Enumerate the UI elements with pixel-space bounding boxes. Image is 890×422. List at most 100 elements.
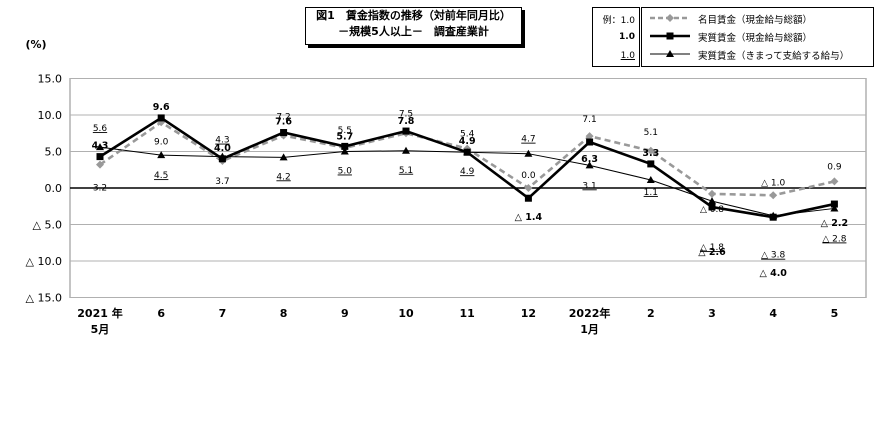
x-tick-label: 5月: [91, 323, 110, 336]
data-label-nominal-wage: 5.1: [644, 128, 658, 138]
data-label-nominal-wage: 5.4: [460, 130, 475, 140]
y-tick-label: 10.0: [38, 109, 63, 122]
data-point-real-wage-total: [830, 200, 838, 208]
data-label-real-wage-regular: 5.1: [399, 166, 413, 176]
data-point-real-wage-total: [708, 203, 716, 211]
data-label-real-wage-total: △ 2.6: [698, 247, 726, 258]
data-point-nominal-wage: [96, 160, 104, 169]
x-tick-label: 6: [157, 307, 165, 320]
y-tick-label: 5.0: [45, 146, 63, 159]
y-tick-label: △ 10.0: [26, 255, 62, 268]
data-label-real-wage-regular: 5.0: [338, 167, 353, 177]
data-label-real-wage-total: 7.8: [398, 116, 415, 127]
data-point-real-wage-regular: [157, 151, 166, 159]
example-underline-label: 1.0: [620, 51, 635, 61]
data-label-real-wage-total: 4.3: [92, 141, 109, 152]
data-label-nominal-wage: 7.2: [276, 112, 290, 122]
data-point-real-wage-total: [280, 129, 288, 137]
data-label-real-wage-regular: 3.1: [582, 181, 596, 191]
legend-label-nominal-wage: 名目賃金（現金給与総額）: [698, 15, 813, 26]
data-point-real-wage-regular: [830, 204, 839, 212]
data-label-nominal-wage: 3.2: [93, 184, 107, 194]
data-point-real-wage-regular: [96, 143, 104, 151]
data-point-real-wage-regular: [279, 153, 288, 161]
legend-label-real-wage-regular: 実質賃金（きまって支給する給与）: [698, 51, 850, 62]
data-point-nominal-wage: [646, 146, 655, 155]
chart-title-line2: －規模5人以上－ 調査産業計: [338, 25, 489, 38]
data-label-nominal-wage: 5.5: [338, 126, 352, 136]
data-point-real-wage-total: [647, 160, 655, 168]
data-label-nominal-wage: △ 1.0: [761, 178, 785, 188]
data-point-real-wage-total: [524, 194, 532, 202]
x-tick-label: 5: [831, 307, 839, 320]
chart-title-line1: 図1 賃金指数の推移（対前年同月比）: [316, 9, 511, 22]
data-point-real-wage-regular: [769, 211, 778, 219]
example-plain-label: 例：1.0: [602, 16, 635, 26]
data-label-nominal-wage: 3.7: [215, 177, 229, 187]
x-tick-label: 10: [398, 307, 414, 320]
data-label-nominal-wage: 7.1: [582, 115, 596, 125]
data-label-real-wage-total: 9.6: [153, 102, 170, 113]
data-label-real-wage-regular: 4.7: [521, 135, 535, 145]
legend-item-real-wage-total: 実質賃金（現金給与総額）: [648, 29, 870, 45]
data-label-nominal-wage: 0.9: [827, 162, 842, 172]
x-tick-label: 2021 年: [77, 306, 122, 320]
data-label-real-wage-regular: 4.9: [460, 167, 475, 177]
data-point-nominal-wage: [585, 132, 594, 141]
data-label-real-wage-total: 4.9: [459, 136, 476, 147]
x-tick-label: 2022年: [569, 306, 611, 320]
data-label-real-wage-total: 5.7: [336, 131, 353, 142]
legend-item-real-wage-regular: 実質賃金（きまって支給する給与）: [648, 47, 870, 63]
data-point-nominal-wage: [830, 177, 839, 186]
data-point-real-wage-regular: [218, 152, 227, 160]
data-label-nominal-wage: 9.0: [154, 137, 169, 147]
data-point-real-wage-total: [341, 142, 349, 150]
data-point-real-wage-regular: [646, 175, 655, 183]
legend-thin-triangle-icon: [650, 50, 690, 57]
y-tick-label: 0.0: [45, 182, 63, 195]
data-point-nominal-wage: [769, 191, 778, 200]
data-point-real-wage-total: [402, 127, 410, 135]
y-tick-label: 15.0: [38, 73, 63, 86]
x-tick-label: 1月: [580, 323, 599, 336]
x-tick-label: 4: [769, 307, 777, 320]
data-label-real-wage-total: △ 4.0: [759, 268, 787, 279]
x-tick-label: 2: [647, 307, 655, 320]
legend-label-real-wage-total: 実質賃金（現金給与総額）: [698, 33, 813, 44]
data-label-real-wage-regular: 4.5: [154, 171, 168, 181]
chart-title: 図1 賃金指数の推移（対前年同月比） －規模5人以上－ 調査産業計: [305, 7, 522, 45]
data-label-real-wage-total: 7.6: [275, 117, 292, 128]
y-tick-label: △ 15.0: [26, 292, 62, 305]
data-point-real-wage-regular: [402, 146, 410, 154]
legend-item-nominal-wage: 名目賃金（現金給与総額）: [648, 11, 870, 27]
data-point-real-wage-total: [586, 138, 594, 146]
data-point-real-wage-regular: [708, 197, 716, 205]
data-label-nominal-wage: 0.0: [521, 171, 536, 181]
data-label-real-wage-total: △ 1.4: [515, 212, 543, 223]
legend-dashed-diamond-icon: [650, 14, 690, 22]
data-point-nominal-wage: [708, 189, 716, 198]
chart-legend: 名目賃金（現金給与総額） 実質賃金（現金給与総額） 実質賃金（きまって支給する給…: [641, 7, 874, 67]
data-label-real-wage-regular: 4.3: [215, 136, 229, 146]
data-label-real-wage-regular: △ 2.8: [822, 234, 846, 244]
data-label-real-wage-regular: △ 3.8: [761, 251, 785, 261]
x-tick-label: 12: [521, 307, 536, 320]
y-tick-label: △ 5.0: [33, 219, 62, 232]
y-unit-label: (%): [25, 38, 46, 51]
data-label-nominal-wage: 7.5: [399, 109, 413, 119]
data-point-real-wage-regular: [463, 148, 472, 156]
x-tick-label: 7: [219, 307, 227, 320]
data-label-real-wage-total: 3.3: [642, 148, 659, 159]
legend-solid-square-icon: [650, 32, 690, 40]
x-tick-label: 8: [280, 307, 288, 320]
data-label-real-wage-regular: △ 1.8: [700, 243, 724, 253]
data-label-real-wage-total: 6.3: [581, 154, 598, 165]
data-label-real-wage-total: 4.0: [214, 143, 231, 154]
x-tick-label: 9: [341, 307, 349, 320]
data-point-real-wage-regular: [585, 161, 594, 169]
data-label-real-wage-regular: 1.1: [644, 188, 658, 198]
data-label-real-wage-regular: 5.6: [93, 124, 108, 134]
data-point-real-wage-total: [157, 114, 165, 122]
data-label-real-wage-regular: 4.2: [276, 172, 290, 182]
